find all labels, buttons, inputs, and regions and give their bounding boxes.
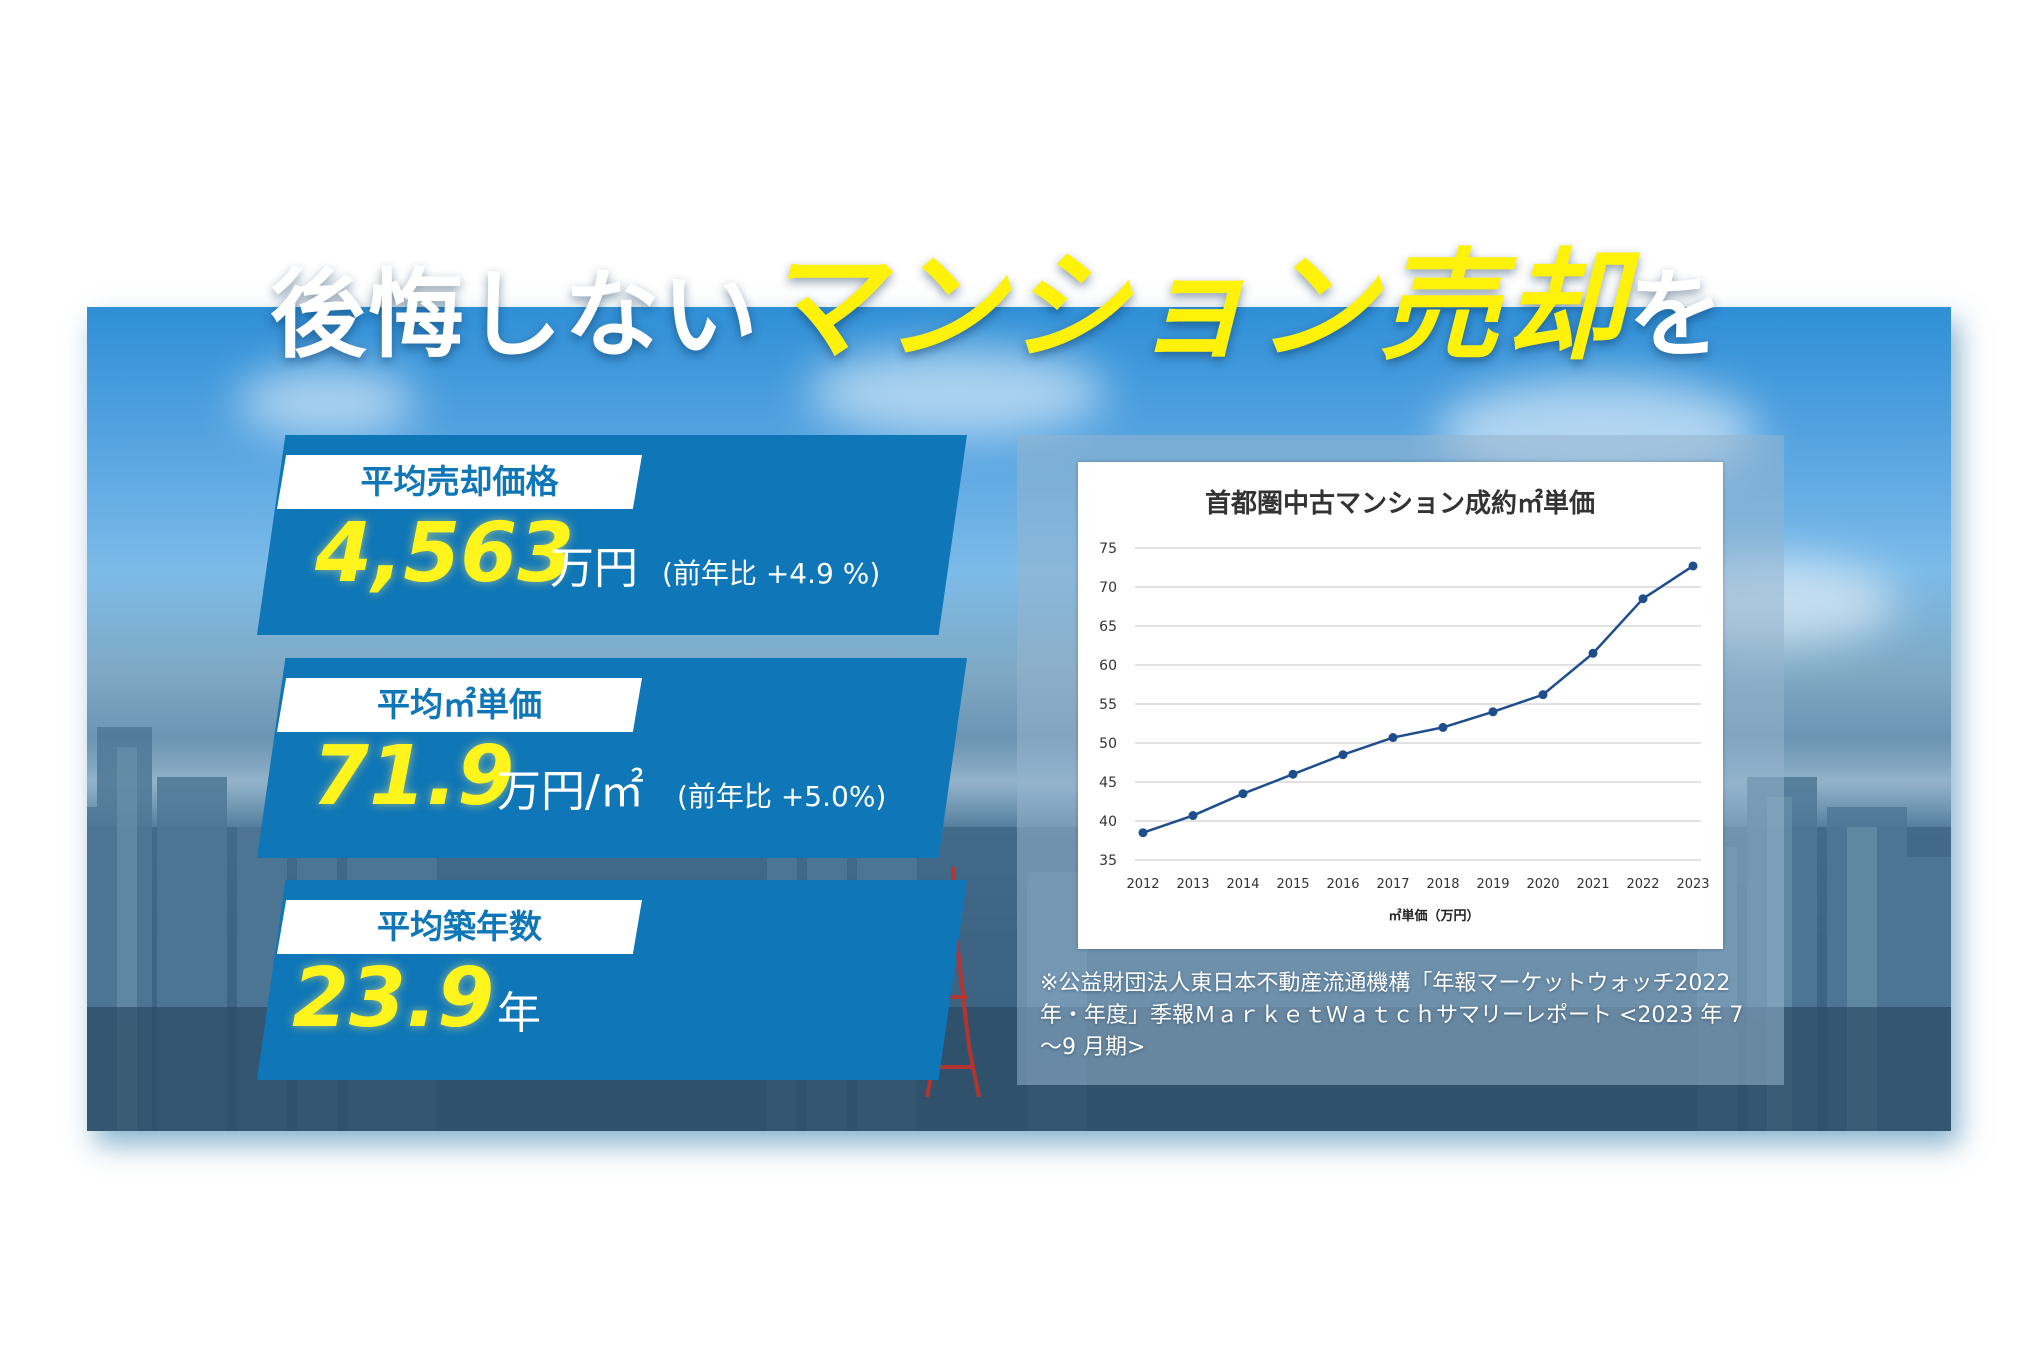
y-tick-label: 50 [1099, 736, 1117, 752]
x-tick-label: 2022 [1626, 877, 1659, 892]
line-chart: 首都圏中古マンション成約㎡単価 ㎡単価（万円） 35 40 45 50 55 60 65 70… [1099, 488, 1709, 924]
stat-value: 71.9 [312, 729, 515, 824]
data-point [1338, 750, 1348, 760]
x-tick-label: 2016 [1326, 877, 1359, 892]
y-tick-label: 75 [1099, 541, 1117, 557]
data-point [1438, 722, 1448, 732]
stat-card-age: 平均築年数 23.9 年 [257, 880, 967, 1080]
data-point [1388, 733, 1398, 743]
data-point [1188, 811, 1198, 821]
data-point [1588, 648, 1598, 658]
chart-card: 首都圏中古マンション成約㎡単価 ㎡単価（万円） 35 40 45 50 55 60 65 70… [1078, 462, 1723, 949]
x-tick-label: 2014 [1226, 877, 1259, 892]
series-line [1142, 564, 1694, 834]
data-point [1288, 769, 1298, 779]
x-tick-label: 2017 [1376, 877, 1409, 892]
headline-prefix: 後悔しない [270, 259, 760, 371]
stat-note: (前年比 +4.9 %) [662, 557, 881, 590]
x-tick-label: 2020 [1526, 877, 1559, 892]
stat-unit: 年 [497, 988, 541, 1039]
stat-note: (前年比 +5.0%) [677, 780, 887, 813]
data-point [1638, 594, 1648, 604]
headline-highlight: マンション売却 [760, 238, 1628, 377]
stat-label: 平均築年数 [277, 900, 642, 954]
x-tick-label: 2015 [1276, 877, 1309, 892]
stat-card-unit-price: 平均㎡単価 71.9 万円/㎡ (前年比 +5.0%) [257, 658, 967, 858]
headline: 後悔しないマンション売却を [270, 248, 1726, 368]
stat-unit: 万円 [550, 543, 638, 594]
cloud [237, 367, 417, 437]
x-tick-label: 2019 [1476, 877, 1509, 892]
source-note: ※公益財団法人東日本不動産流通機構「年報マーケットウォッチ2022年・年度」季報… [1040, 971, 1744, 1060]
stat-label: 平均㎡単価 [277, 678, 642, 732]
stat-unit: 万円/㎡ [497, 766, 644, 817]
y-tick-label: 35 [1099, 853, 1117, 869]
data-point [1488, 707, 1498, 717]
stat-card-price: 平均売却価格 4,563 万円 (前年比 +4.9 %) [257, 435, 967, 635]
x-axis-label: ㎡単価（万円） [1388, 908, 1479, 924]
stat-value: 23.9 [292, 951, 495, 1046]
data-point [1238, 789, 1248, 799]
cloud [807, 347, 1107, 437]
x-tick-label: 2021 [1576, 877, 1609, 892]
stat-value: 4,563 [315, 506, 575, 601]
data-point [1538, 690, 1548, 700]
data-point [1688, 561, 1698, 571]
chart-title: 首都圏中古マンション成約㎡単価 [1205, 488, 1595, 519]
y-tick-label: 40 [1099, 814, 1117, 830]
y-tick-label: 60 [1099, 658, 1117, 674]
x-tick-label: 2018 [1426, 877, 1459, 892]
y-tick-label: 70 [1099, 580, 1117, 596]
y-tick-label: 65 [1099, 619, 1117, 635]
x-tick-label: 2012 [1126, 877, 1159, 892]
x-tick-label: 2013 [1176, 877, 1209, 892]
x-tick-label: 2023 [1676, 877, 1709, 892]
headline-suffix: を [1628, 259, 1726, 371]
y-tick-label: 45 [1099, 775, 1117, 791]
stat-label: 平均売却価格 [277, 455, 642, 509]
data-point [1138, 828, 1148, 838]
y-tick-label: 55 [1099, 697, 1117, 713]
